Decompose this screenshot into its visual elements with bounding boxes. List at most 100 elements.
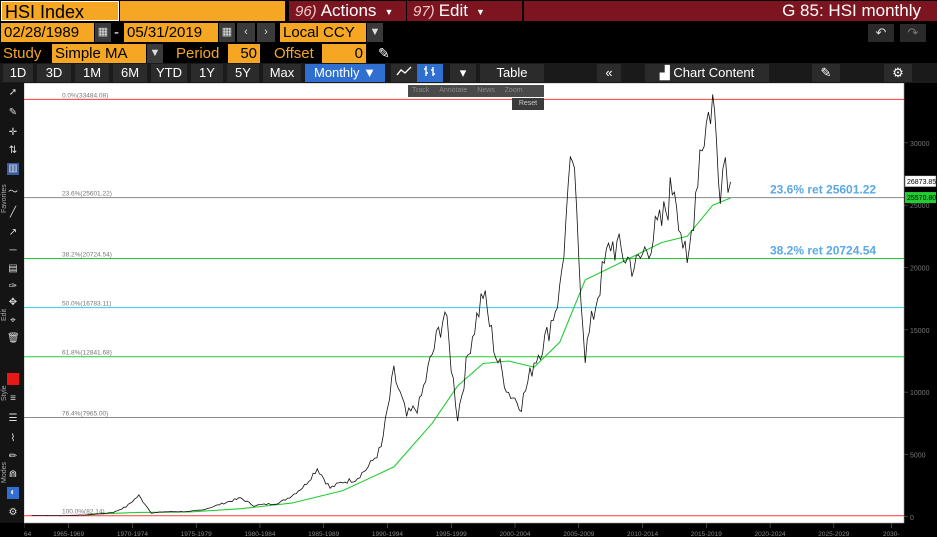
settings-icon[interactable]: ⚙: [8, 507, 18, 518]
x-tick-label: 2000-2004: [499, 531, 530, 537]
cursor-icon[interactable]: ➚: [8, 87, 18, 98]
y-tick-label: 10000: [910, 390, 930, 397]
line-style-icon[interactable]: ≡: [10, 393, 16, 404]
range-1y-button[interactable]: 1Y: [191, 64, 223, 82]
calendar-icon[interactable]: ▦: [95, 23, 111, 42]
x-tick-label: 2010-2014: [627, 531, 658, 537]
retracement-annotation: 38.2% ret 20724.54: [770, 243, 876, 257]
caret-down-icon: ▼: [363, 65, 377, 80]
currency-select[interactable]: Local CCY: [280, 23, 366, 42]
x-tick-label: 2025-2029: [818, 531, 849, 537]
offset-field[interactable]: 0: [322, 44, 366, 63]
edit-label: Edit: [438, 1, 468, 20]
range-ytd-button[interactable]: YTD: [151, 64, 187, 82]
chevron-down-icon: ▼: [475, 6, 485, 17]
color-swatch-icon[interactable]: [7, 373, 19, 385]
magnet-icon[interactable]: ⋒: [8, 469, 18, 480]
trash-icon[interactable]: 🗑: [7, 333, 20, 344]
chart-float-tools: Track Annotate News Zoom: [408, 85, 544, 97]
chevron-down-icon[interactable]: ▼: [367, 23, 383, 42]
calendar-icon[interactable]: ▦: [219, 23, 235, 42]
price-line: [31, 94, 731, 517]
marker-icon[interactable]: ✑: [8, 281, 18, 292]
ticker-input-area[interactable]: [120, 1, 285, 21]
fib-label: 23.6%(25601.22): [62, 191, 112, 198]
brush-icon[interactable]: ⌇: [10, 433, 16, 444]
range-3d-button[interactable]: 3D: [37, 64, 71, 82]
x-tick-label: 1985-1989: [308, 531, 339, 537]
chart-content-label: Chart Content: [673, 65, 755, 80]
date-bar: 02/28/1989 ▦ - 05/31/2019 ▦ ‹ › Local CC…: [0, 23, 937, 43]
study-label: Study: [3, 45, 42, 62]
range-6m-button[interactable]: 6M: [113, 64, 147, 82]
annotate-tool[interactable]: Annotate: [439, 87, 468, 94]
fib-label: 100.0%(82.14): [62, 509, 105, 516]
range-1d-button[interactable]: 1D: [3, 64, 33, 82]
x-tick-label: 2020-2024: [755, 531, 786, 537]
toolbar: 1D 3D 1M 6M YTD 1Y 5Y Max Monthly ▼ ▾ Ta…: [0, 63, 937, 83]
range-max-button[interactable]: Max: [263, 64, 301, 82]
range-1m-button[interactable]: 1M: [75, 64, 109, 82]
line-width-icon[interactable]: ☰: [8, 413, 18, 424]
collapse-icon[interactable]: «: [597, 64, 621, 82]
frequency-select[interactable]: Monthly ▼: [305, 64, 385, 82]
select-icon[interactable]: ⌖: [10, 315, 16, 326]
wave-icon[interactable]: 〜: [8, 187, 18, 198]
left-toolbar: ➚ ✎ ✛ ⇅ ▥ Favorites 〜 ╱ ↗ ─ ▤ ✑ Edit ✥ ⌖…: [0, 83, 24, 523]
chevron-down-icon[interactable]: ▼: [147, 44, 163, 63]
frequency-label: Monthly: [313, 65, 360, 80]
sort-icon[interactable]: ⇅: [8, 145, 18, 156]
pencil-icon[interactable]: ✎: [378, 45, 390, 61]
zoom-tool[interactable]: Zoom: [504, 87, 523, 94]
track-tool[interactable]: Track: [412, 87, 430, 94]
trendline-icon[interactable]: ╱: [9, 207, 17, 218]
pen-icon[interactable]: ✎: [8, 107, 18, 118]
redo-icon[interactable]: ↷: [900, 24, 926, 42]
offset-label: Offset: [274, 45, 314, 62]
edit-chart-icon[interactable]: ✎: [812, 64, 840, 82]
palette-icon[interactable]: ◐: [7, 487, 19, 499]
pencil-icon[interactable]: ✏: [8, 451, 18, 462]
y-tick-label: 15000: [910, 328, 930, 335]
line-tool-icon[interactable]: ─: [9, 245, 17, 256]
x-tick-label: 2005-2009: [563, 531, 594, 537]
x-tick-label: 1995-1999: [436, 531, 467, 537]
line-chart-icon[interactable]: [391, 64, 417, 82]
reset-button[interactable]: Reset: [512, 98, 544, 110]
edit-menu[interactable]: 97) Edit ▼: [407, 1, 522, 21]
news-tool[interactable]: News: [477, 87, 495, 94]
actions-label: Actions: [320, 1, 377, 20]
move-icon[interactable]: ✥: [8, 297, 18, 308]
plot-area: [24, 83, 905, 524]
ticker-field[interactable]: HSI Index: [1, 1, 119, 22]
chevron-left-icon[interactable]: ‹: [237, 23, 255, 42]
chart-content-button[interactable]: ▟ Chart Content: [645, 64, 769, 82]
bar-chart-icon[interactable]: [417, 64, 443, 82]
period-label: Period: [176, 45, 220, 62]
candle-icon[interactable]: ▥: [7, 163, 19, 175]
undo-icon[interactable]: ↶: [868, 24, 894, 42]
x-tick-label: 2030-: [883, 531, 900, 537]
layers-icon[interactable]: ▤: [8, 263, 18, 274]
moving-average-line: [87, 197, 731, 515]
ray-icon[interactable]: ↗: [8, 227, 18, 238]
end-date-field[interactable]: 05/31/2019: [124, 23, 218, 42]
y-tick-label: 20000: [910, 265, 930, 272]
period-field[interactable]: 50: [228, 44, 260, 63]
start-date-field[interactable]: 02/28/1989: [1, 23, 94, 42]
chevron-right-icon[interactable]: ›: [257, 23, 275, 42]
study-select[interactable]: Simple MA: [52, 44, 146, 63]
actions-menu[interactable]: 96) Actions ▼: [289, 1, 406, 21]
y-tick-label: 30000: [910, 141, 930, 148]
chevron-down-icon[interactable]: ▾: [450, 64, 476, 82]
fib-label: 38.2%(20724.54): [62, 251, 112, 258]
last-price-label: 26873.85: [907, 179, 936, 186]
y-tick-label: 25000: [910, 203, 930, 210]
study-bar: Study Simple MA ▼ Period 50 Offset 0 ✎: [0, 44, 937, 63]
y-tick-label: 0: [910, 515, 914, 522]
hsi-chart[interactable]: 30000 25000 20000 15000 10000 5000 0 0.0%(33484…: [24, 83, 937, 537]
crosshair-icon[interactable]: ✛: [8, 127, 18, 138]
gear-icon[interactable]: ⚙: [884, 64, 912, 82]
table-button[interactable]: Table: [480, 64, 544, 82]
range-5y-button[interactable]: 5Y: [227, 64, 259, 82]
